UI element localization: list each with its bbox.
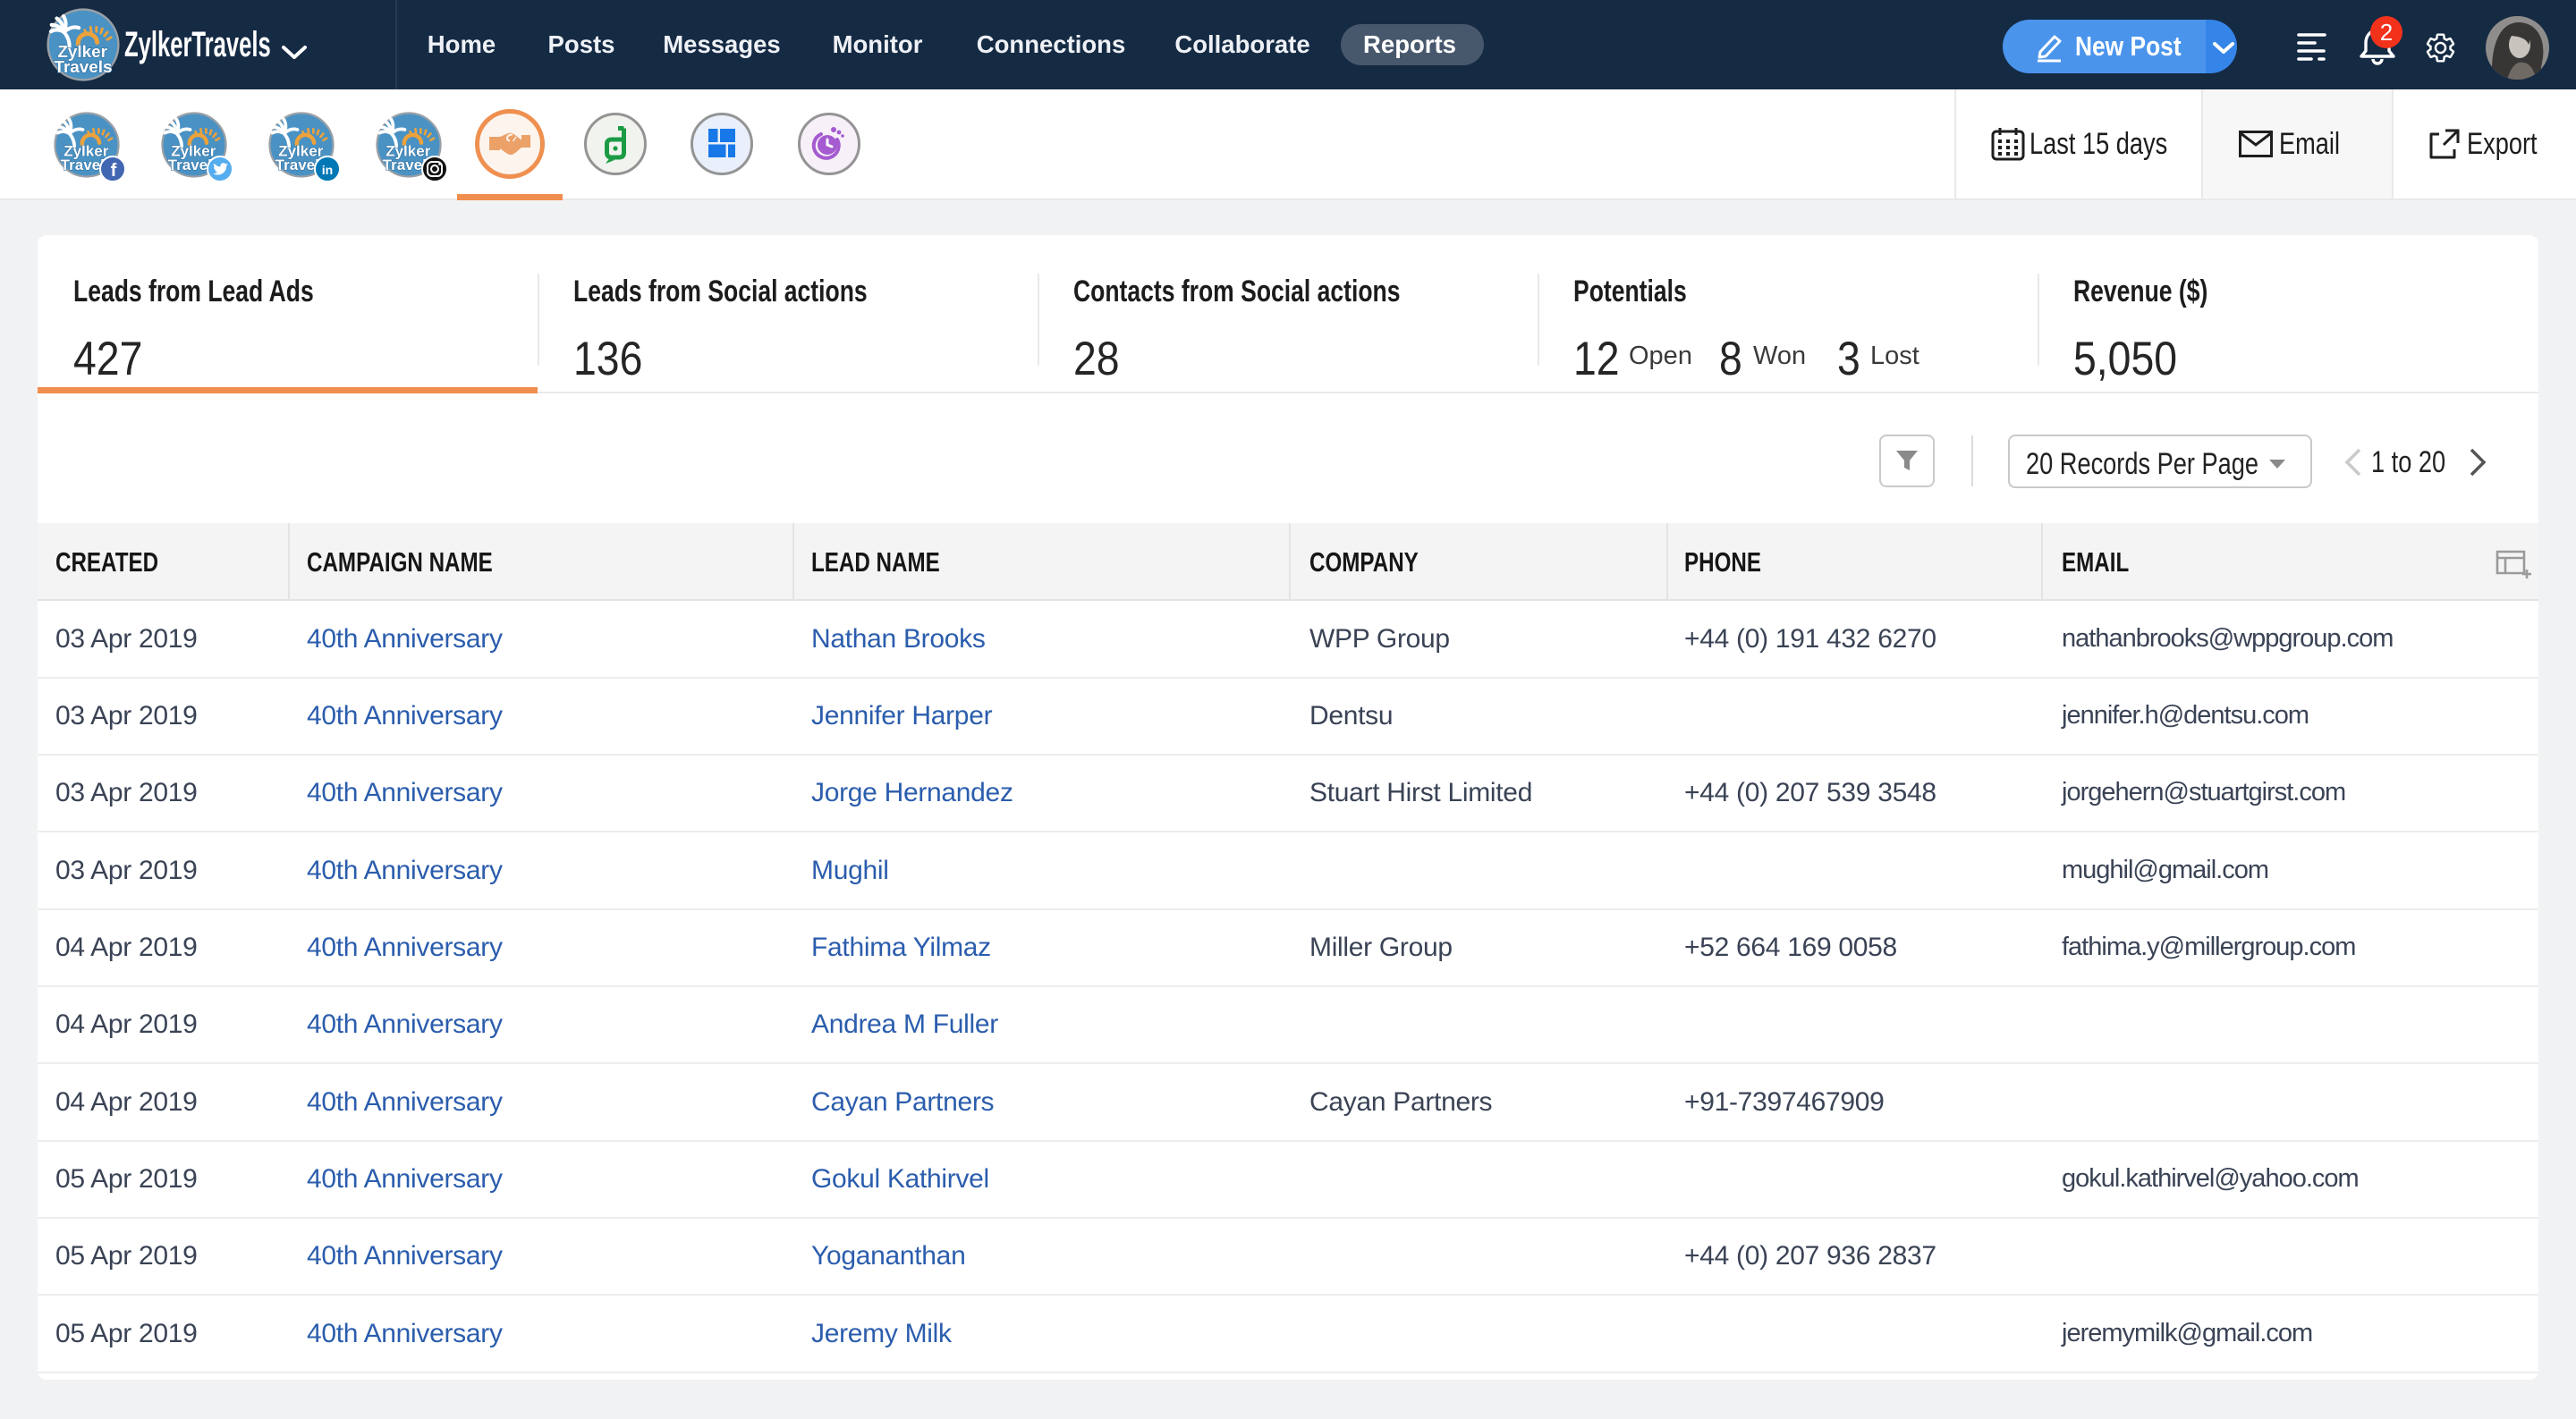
svg-text:f: f <box>111 161 117 181</box>
svg-text:in: in <box>322 163 333 177</box>
